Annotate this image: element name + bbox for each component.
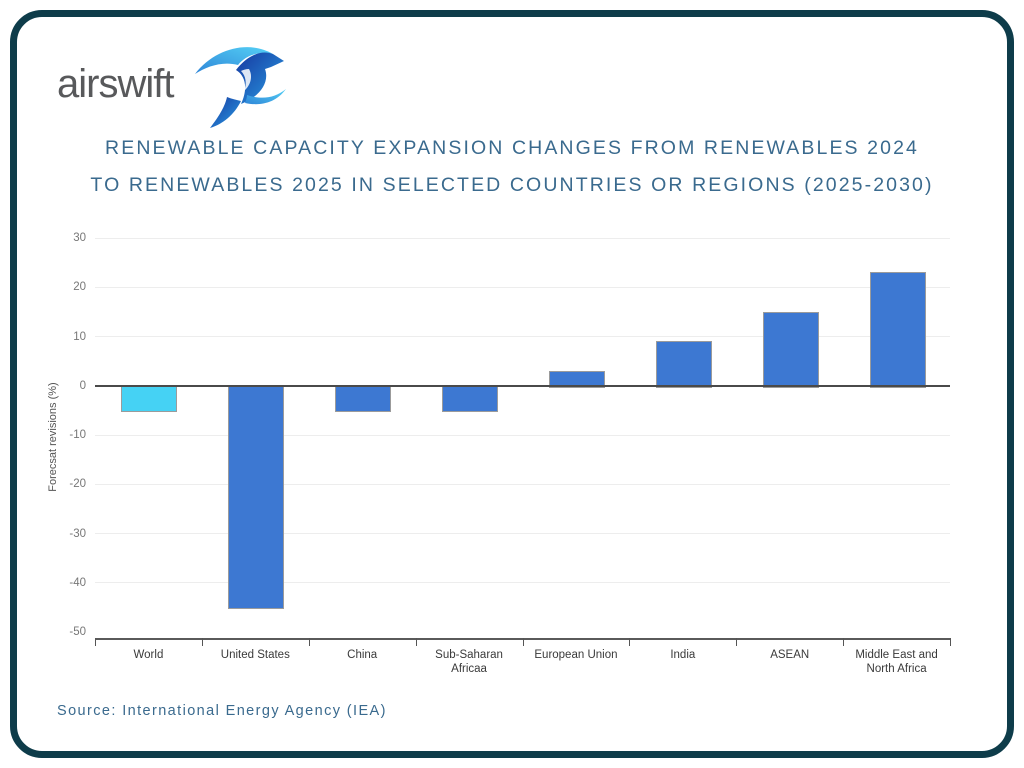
chart-title-line-2: TO RENEWABLES 2025 IN SELECTED COUNTRIES… xyxy=(90,174,934,196)
airswift-logo-text: airswift xyxy=(57,62,174,106)
airswift-logo: airswift xyxy=(57,47,286,128)
infographic-card-border xyxy=(10,10,1014,758)
chart-title-line-1: RENEWABLE CAPACITY EXPANSION CHANGES FRO… xyxy=(105,137,919,159)
swift-bird-icon xyxy=(189,38,289,135)
chart-title: RENEWABLE CAPACITY EXPANSION CHANGES FRO… xyxy=(0,130,1024,204)
source-attribution: Source: International Energy Agency (IEA… xyxy=(57,703,387,719)
